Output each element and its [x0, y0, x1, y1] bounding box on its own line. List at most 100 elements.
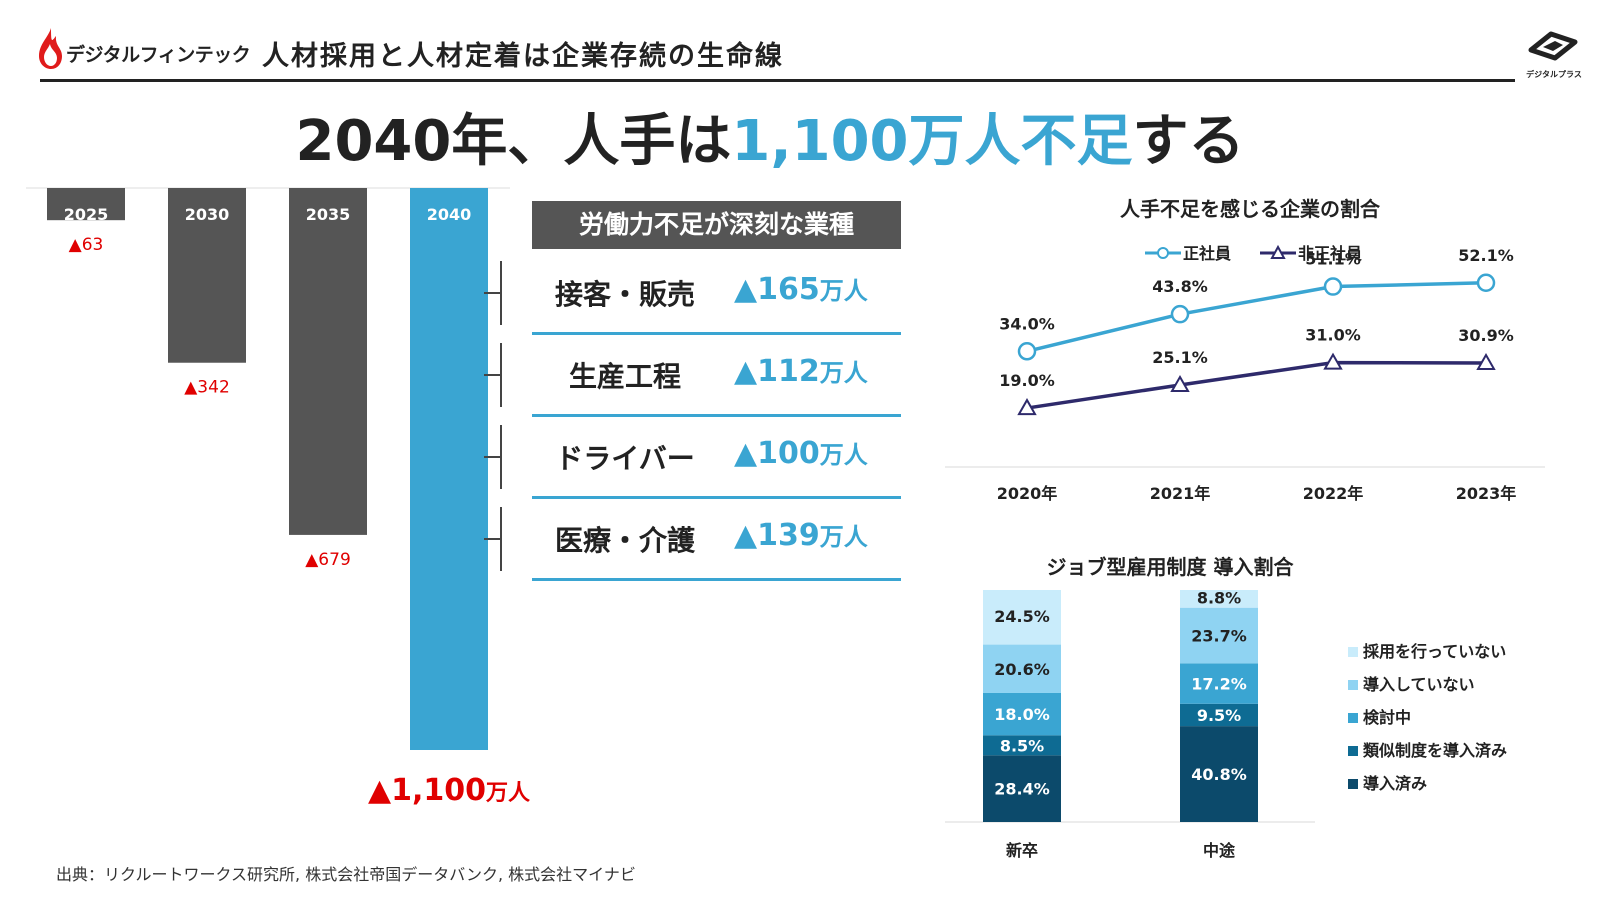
source-note: 出典：リクルートワークス研究所, 株式会社帝国データバンク, 株式会社マイナビ [56, 865, 636, 884]
data-point-triangle [1476, 353, 1496, 371]
industry-name: 医療・介護 [554, 524, 695, 557]
segment-label: 17.2% [1191, 675, 1247, 694]
data-point-circle [1476, 273, 1496, 293]
data-label: 34.0% [999, 314, 1055, 333]
legend-item-類似制度を導入済み: 類似制度を導入済み [1348, 741, 1507, 760]
labor-shortage-bar-chart: 2025 ▲63 2030 ▲342 2035 ▲679 2040 ▲1,100万人 [26, 187, 530, 808]
segment-label: 9.5% [1197, 706, 1241, 725]
data-point-triangle [1170, 374, 1190, 392]
industry-divider [532, 332, 901, 335]
stack-segment-類似制度を導入済み [983, 735, 1061, 756]
industry-row: ドライバー ▲100万人 [532, 417, 901, 499]
legend-label: 正社員 [1183, 244, 1231, 263]
bracket-connector [484, 507, 520, 571]
bar-value-label: ▲1,100万人 [368, 773, 530, 808]
industry-name: 接客・販売 [554, 278, 695, 311]
segment-label: 18.0% [994, 705, 1050, 724]
legend-label: 類似制度を導入済み [1362, 741, 1507, 760]
bar-value-label: ▲342 [184, 378, 230, 398]
bar-2030 [168, 188, 246, 363]
stack-segment-導入済み [1180, 726, 1258, 822]
industry-value: ▲100万人 [734, 436, 868, 471]
stack-segment-採用を行っていない [983, 590, 1061, 645]
line-chart-title: 人手不足を感じる企業の割合 [1120, 197, 1380, 221]
x-tick-label: 2021年 [1150, 484, 1211, 503]
legend-swatch [1348, 680, 1358, 690]
data-label: 51.1% [1305, 250, 1361, 269]
legend-label: 非正社員 [1298, 244, 1362, 263]
data-point-circle [1017, 342, 1037, 361]
bar-value-label: ▲679 [305, 550, 351, 570]
stack-segment-導入していない [983, 644, 1061, 693]
industry-name: ドライバー [555, 442, 695, 475]
bar-2025 [47, 188, 125, 221]
headline-highlight: 1,100万人不足 [731, 109, 1133, 174]
segment-label: 40.8% [1191, 765, 1247, 784]
industry-name: 生産工程 [568, 360, 681, 393]
data-label: 43.8% [1152, 277, 1208, 296]
data-label: 31.0% [1305, 326, 1361, 345]
headline-prefix: 2040年、人手は [295, 109, 732, 174]
legend-label: 導入していない [1363, 675, 1475, 694]
headline-suffix: する [1132, 109, 1245, 174]
legend-label: 導入済み [1363, 774, 1427, 793]
legend-item-導入済み: 導入済み [1348, 774, 1427, 793]
legend-item-検討中: 検討中 [1348, 708, 1411, 727]
stack-segment-導入していない [1180, 607, 1258, 664]
x-tick-label: 新卒 [1006, 841, 1038, 860]
legend-label: 検討中 [1363, 708, 1411, 727]
bar-category-label: 2040 [427, 205, 472, 224]
bar-2040 [410, 188, 488, 750]
segment-label: 8.5% [1000, 736, 1044, 755]
industry-value: ▲165万人 [734, 272, 868, 307]
logo-text: デジタルプラス [1526, 70, 1582, 79]
stack-segment-検討中 [1180, 663, 1258, 704]
brand-name: デジタルフィンテック [66, 44, 251, 66]
industry-divider [532, 496, 901, 499]
legend-label: 採用を行っていない [1363, 642, 1506, 661]
data-label: 19.0% [999, 371, 1055, 390]
x-tick-label: 中途 [1203, 841, 1236, 860]
segment-label: 23.7% [1191, 627, 1247, 646]
segment-label: 24.5% [994, 607, 1050, 626]
header-divider [40, 79, 1515, 82]
x-tick-label: 2022年 [1303, 484, 1364, 503]
bracket-connector [484, 343, 520, 407]
logo-mark-icon [1528, 31, 1578, 61]
data-point-circle [1323, 277, 1343, 296]
bar-category-label: 2030 [185, 205, 230, 224]
data-point-triangle [1017, 398, 1037, 416]
legend-item-非正社員: 非正社員 [1260, 244, 1362, 263]
series-line-正社員 [1026, 281, 1487, 353]
industry-panel-header: 労働力不足が深刻な業種 [532, 201, 901, 249]
legend-swatch [1348, 746, 1358, 756]
industry-row: 接客・販売 ▲165万人 [532, 253, 901, 335]
stack-segment-採用を行っていない [1180, 590, 1258, 608]
stack-segment-検討中 [983, 692, 1061, 736]
job-type-stacked-chart: 28.4% 8.5% 18.0% 20.6% 24.5% 新卒 40.8% 9.5% 17.2%… [945, 590, 1507, 860]
bar-2035 [289, 188, 367, 535]
industry-row: 生産工程 ▲112万人 [532, 335, 901, 417]
legend-item-採用を行っていない: 採用を行っていない [1348, 642, 1506, 661]
x-tick-label: 2023年 [1456, 484, 1517, 503]
data-point-circle [1170, 304, 1190, 324]
legend-circle-icon [1157, 247, 1169, 259]
segment-label: 8.8% [1197, 590, 1241, 607]
data-label: 52.1% [1458, 246, 1514, 265]
data-point-triangle [1323, 352, 1343, 370]
industry-value: ▲139万人 [734, 518, 868, 553]
data-label: 25.1% [1152, 348, 1208, 367]
legend-item-導入していない: 導入していない [1348, 675, 1475, 694]
legend-swatch [1348, 779, 1358, 789]
industry-divider [532, 578, 901, 581]
legend-swatch [1348, 713, 1358, 723]
industry-divider [532, 414, 901, 417]
shortage-line-chart: 正社員 非正社員 2020年 2021年 2022年 2023年 34.0% 43.8% 51.… [945, 244, 1545, 503]
bar-category-label: 2035 [306, 205, 351, 224]
stack-segment-導入済み [983, 755, 1061, 822]
industry-value: ▲112万人 [734, 354, 868, 389]
data-label: 30.9% [1458, 326, 1514, 345]
series-line-非正社員 [1026, 360, 1487, 410]
legend-item-正社員: 正社員 [1145, 244, 1231, 263]
page-title: 人材採用と人材定着は企業存続の生命線 [262, 41, 784, 72]
